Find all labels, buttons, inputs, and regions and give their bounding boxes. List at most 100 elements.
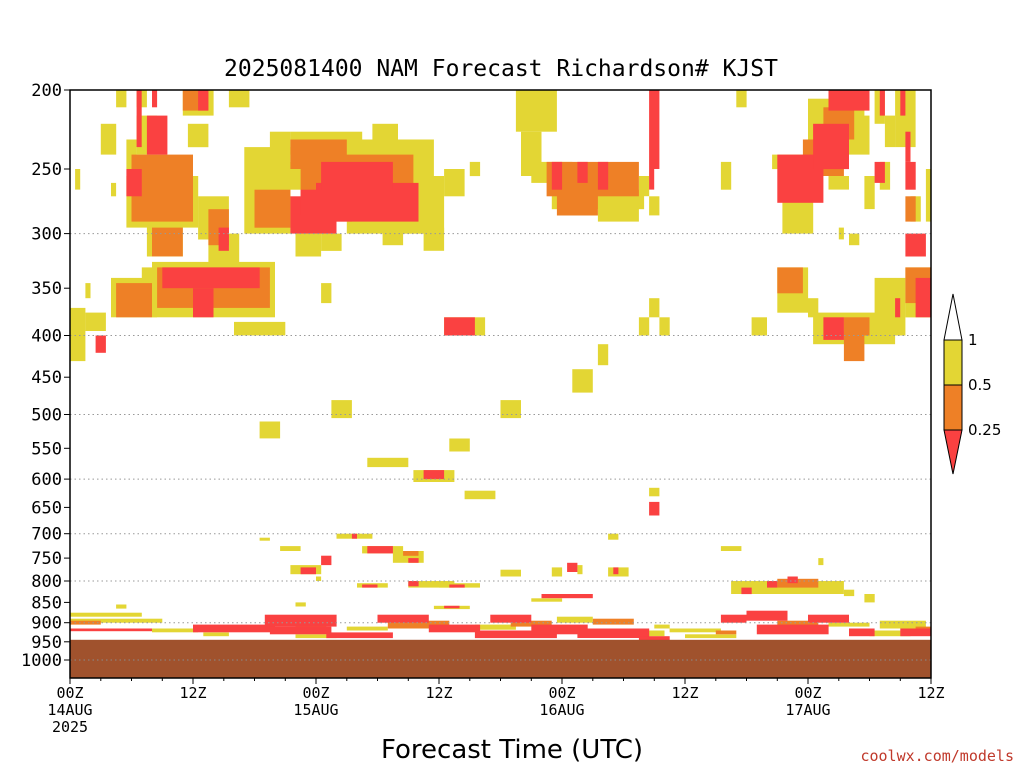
- y-tick-label-700: 700: [31, 525, 62, 545]
- ri-cell-y: [85, 312, 106, 331]
- ri-cell-y: [874, 90, 885, 124]
- ri-cell-o: [592, 618, 634, 625]
- ri-cell-y: [449, 438, 470, 452]
- x-tick-label-12-0: 12Z: [179, 684, 206, 702]
- x-tick-label-24-1: 15AUG: [293, 701, 338, 719]
- ri-cell-y: [444, 169, 465, 197]
- ri-cell-o: [843, 331, 865, 362]
- ri-cell-r: [326, 632, 393, 639]
- x-tick-label-72-1: 17AUG: [785, 701, 830, 719]
- ri-cell-y: [638, 317, 650, 336]
- ri-cell-r: [474, 630, 557, 639]
- ri-cell-o: [510, 620, 552, 627]
- y-tick-label-800: 800: [31, 572, 62, 592]
- ri-cell-r: [905, 233, 926, 257]
- ri-cell-y: [500, 400, 521, 419]
- ri-cell-y: [295, 602, 306, 607]
- ri-cell-y: [808, 298, 819, 318]
- ri-cell-r: [813, 123, 849, 170]
- ri-cell-o: [556, 189, 598, 216]
- ri-cell-y: [85, 283, 91, 299]
- ri-cell-o: [403, 551, 419, 556]
- ri-cell-y: [141, 267, 153, 294]
- y-tick-label-200: 200: [31, 81, 62, 101]
- ri-cell-r: [597, 161, 609, 190]
- ri-cell-y: [321, 283, 332, 304]
- ri-cell-y: [925, 169, 931, 222]
- ri-cell-y: [551, 567, 563, 577]
- ri-cell-r: [95, 335, 106, 353]
- ri-cell-r: [746, 610, 788, 621]
- ri-cell-r: [905, 131, 911, 162]
- ri-cell-r: [362, 584, 378, 588]
- y-tick-label-250: 250: [31, 160, 62, 180]
- ri-cell-y: [111, 182, 117, 197]
- x-tick-label-60-0: 12Z: [671, 684, 698, 702]
- ri-cell-r: [649, 90, 660, 169]
- ri-cell-y: [597, 196, 639, 222]
- y-tick-label-500: 500: [31, 406, 62, 426]
- ri-cell-y: [531, 598, 563, 602]
- ri-cell-y: [828, 176, 849, 190]
- ri-cell-y: [654, 624, 670, 629]
- ri-cell-r: [808, 614, 849, 623]
- x-tick-label-72-0: 00Z: [794, 684, 821, 702]
- ri-cell-y: [372, 123, 398, 148]
- y-tick-label-350: 350: [31, 279, 62, 299]
- ri-cell-y: [269, 131, 291, 155]
- ri-cell-y: [70, 618, 163, 623]
- ri-cell-y: [864, 594, 875, 603]
- ri-cell-y: [685, 634, 737, 639]
- ri-cell-o: [843, 317, 870, 336]
- credit-text: coolwx.com/models: [860, 747, 1014, 765]
- ri-cell-y: [843, 589, 855, 597]
- ri-cell-r: [787, 576, 798, 584]
- ri-cell-r: [70, 628, 152, 632]
- y-tick-label-750: 750: [31, 549, 62, 569]
- ri-cell-y: [367, 457, 409, 468]
- ri-cell-y: [295, 233, 322, 257]
- ri-cell-y: [500, 569, 521, 577]
- ri-cell-y: [556, 616, 593, 623]
- colorbar-label-1: 0.5: [968, 376, 992, 394]
- x-axis-title: Forecast Time (UTC): [381, 735, 643, 765]
- ri-cell-y: [152, 628, 199, 633]
- colorbar-bottom-triangle: [943, 429, 963, 475]
- ri-cell-y: [259, 537, 270, 541]
- ri-cell-r: [490, 614, 532, 623]
- ri-cell-y: [474, 624, 516, 630]
- ri-cell-r: [367, 546, 393, 554]
- ri-cell-r: [126, 169, 142, 197]
- ri-cell-r: [264, 614, 337, 627]
- ri-cell-y: [884, 115, 896, 148]
- y-tick-label-450: 450: [31, 368, 62, 388]
- ri-cell-r: [577, 628, 650, 638]
- x-tick-label-24-0: 00Z: [302, 684, 329, 702]
- ri-cell-r: [423, 470, 445, 480]
- ri-cell-r: [551, 161, 563, 190]
- ri-cell-y: [818, 558, 824, 566]
- ri-cell-y: [669, 628, 721, 633]
- ri-cell-r: [321, 161, 393, 190]
- ri-cell-y: [100, 123, 117, 155]
- ri-cell-y: [408, 581, 455, 588]
- x-tick-label-0-2: 2025: [52, 718, 88, 736]
- y-tick-label-850: 850: [31, 593, 62, 613]
- x-tick-label-0-0: 00Z: [56, 684, 83, 702]
- ri-cell-r: [541, 594, 593, 599]
- ri-cell-y: [203, 632, 229, 637]
- ri-cell-r: [756, 624, 829, 635]
- ri-cell-r: [193, 624, 275, 633]
- y-tick-label-900: 900: [31, 614, 62, 634]
- ri-cell-y: [577, 565, 583, 575]
- ri-cell-r: [218, 227, 229, 251]
- ri-cell-r: [377, 614, 429, 623]
- ri-cell-y: [879, 620, 926, 629]
- ri-cell-y: [116, 604, 127, 609]
- ri-cell-r: [849, 628, 875, 637]
- ri-cell-y: [228, 90, 250, 108]
- colorbar-orange: [943, 384, 963, 431]
- ri-cell-r: [193, 288, 214, 318]
